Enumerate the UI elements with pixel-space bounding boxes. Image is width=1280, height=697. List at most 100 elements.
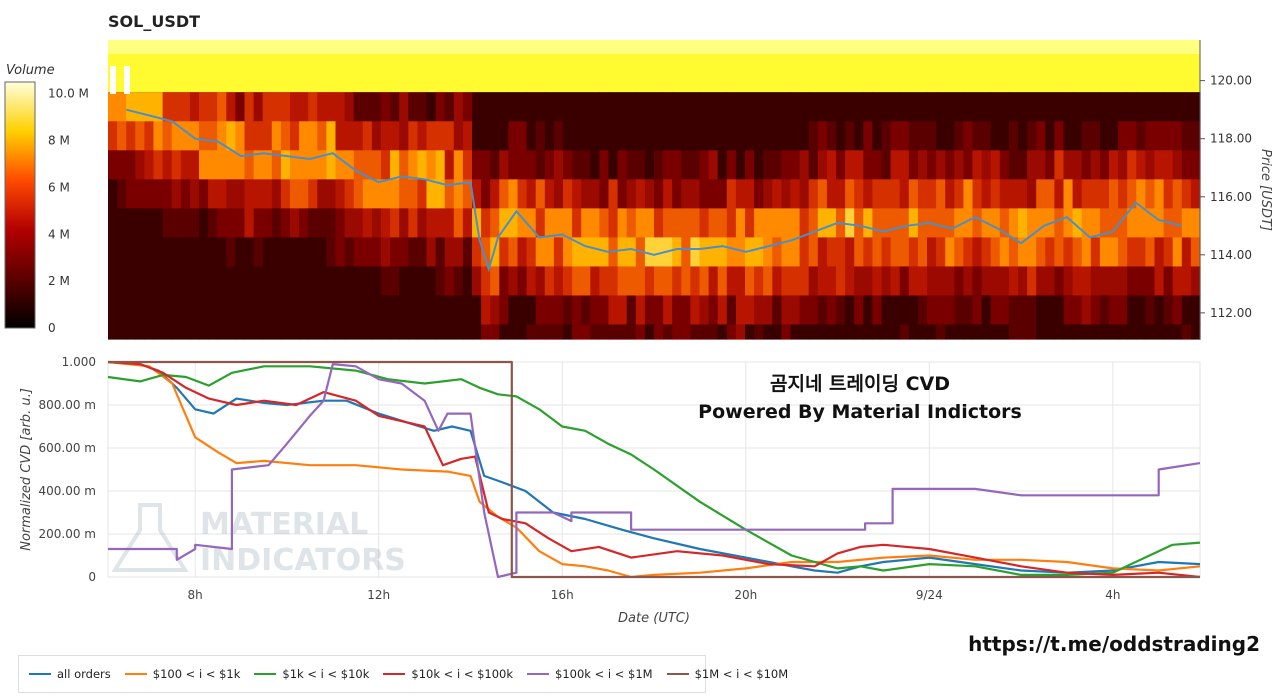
heatmap-cell bbox=[836, 324, 846, 340]
heatmap-cell bbox=[917, 92, 928, 122]
heatmap-cell bbox=[126, 237, 136, 268]
heatmap-cell bbox=[581, 150, 591, 180]
heatmap-cell bbox=[153, 208, 164, 238]
heatmap-cell bbox=[799, 92, 810, 122]
heatmap-cell bbox=[945, 208, 955, 238]
heatmap-cell bbox=[244, 295, 255, 326]
heatmap-cell bbox=[863, 295, 873, 326]
heatmap-cell bbox=[854, 237, 864, 268]
legend-item[interactable]: all orders bbox=[29, 667, 111, 681]
heatmap-cell bbox=[453, 179, 464, 209]
heatmap-cell bbox=[280, 324, 291, 340]
heatmap-cell bbox=[1063, 324, 1074, 340]
heatmap-cell bbox=[917, 150, 928, 180]
heatmap-cell bbox=[717, 92, 728, 122]
heatmap-cell bbox=[726, 92, 737, 122]
heatmap-cell bbox=[517, 121, 528, 151]
heatmap-cell bbox=[535, 295, 546, 326]
heatmap-cell bbox=[253, 121, 264, 151]
heatmap-cell bbox=[954, 150, 964, 180]
heatmap-cell bbox=[1145, 266, 1156, 297]
heatmap-cell bbox=[544, 179, 555, 209]
heatmap-cell bbox=[644, 150, 655, 180]
heatmap-cell bbox=[617, 208, 628, 238]
heatmap-cell bbox=[353, 92, 364, 122]
heatmap-cell bbox=[117, 92, 127, 122]
heatmap-cell bbox=[808, 92, 819, 122]
heatmap-cell bbox=[808, 150, 819, 180]
heatmap-cell bbox=[290, 121, 300, 151]
heatmap-cell bbox=[1027, 295, 1037, 326]
heatmap-cell bbox=[508, 150, 519, 180]
legend-item[interactable]: $1M < i < $10M bbox=[666, 667, 788, 681]
heatmap-cell bbox=[1145, 237, 1156, 268]
heatmap-cell bbox=[135, 266, 145, 297]
heatmap-cell bbox=[981, 92, 992, 122]
heatmap-cell bbox=[1072, 295, 1083, 326]
heatmap-cell bbox=[836, 150, 846, 180]
heatmap-cell bbox=[472, 150, 482, 180]
heatmap-cell bbox=[1172, 121, 1183, 151]
heatmap-cell bbox=[371, 295, 382, 326]
heatmap-cell bbox=[599, 179, 610, 209]
heatmap-cell bbox=[999, 150, 1010, 180]
heatmap-cell bbox=[517, 150, 528, 180]
heatmap-cell bbox=[317, 237, 327, 268]
heatmap-cell bbox=[617, 150, 628, 180]
heatmap-cell bbox=[763, 266, 773, 297]
heatmap-cell bbox=[553, 237, 564, 268]
heatmap-cell bbox=[217, 121, 227, 151]
heatmap-cell bbox=[280, 208, 291, 238]
legend-item[interactable]: $100 < i < $1k bbox=[124, 667, 240, 681]
heatmap-cell bbox=[845, 266, 855, 297]
heatmap-cell bbox=[863, 208, 873, 238]
heatmap-cell bbox=[881, 179, 892, 209]
price-axis-label: Price [USDT] bbox=[1258, 149, 1273, 231]
heatmap-cell bbox=[708, 237, 719, 268]
heatmap-cell bbox=[1036, 121, 1046, 151]
legend-item[interactable]: $100k < i < $1M bbox=[527, 667, 653, 681]
heatmap-cell bbox=[235, 150, 246, 180]
heatmap-cell bbox=[899, 121, 910, 151]
heatmap-cell bbox=[617, 92, 628, 122]
heatmap-cell bbox=[663, 150, 673, 180]
heatmap-cell bbox=[917, 324, 928, 340]
heatmap-cell bbox=[326, 121, 337, 151]
heatmap-cell bbox=[1154, 92, 1165, 122]
heatmap-cell bbox=[390, 208, 400, 238]
legend-item[interactable]: $10k < i < $100k bbox=[383, 667, 513, 681]
price-tick-label: 116.00 bbox=[1210, 190, 1252, 204]
heatmap-cell bbox=[1045, 92, 1055, 122]
heatmap-cell bbox=[817, 266, 828, 297]
heatmap-cell bbox=[1008, 179, 1019, 209]
overlay-title: 곰지네 트레이딩 CVD Powered By Material Indicto… bbox=[560, 370, 1160, 426]
heatmap-cell bbox=[1018, 179, 1028, 209]
heatmap-cell bbox=[117, 208, 127, 238]
heatmap-cell bbox=[572, 295, 582, 326]
heatmap-cell bbox=[481, 208, 491, 238]
heatmap-cell bbox=[526, 295, 537, 326]
heatmap-cell bbox=[699, 150, 710, 180]
price-line bbox=[126, 108, 1182, 273]
heatmap-cell bbox=[872, 237, 883, 268]
heatmap-cell bbox=[1136, 121, 1146, 151]
heatmap-cell bbox=[171, 150, 182, 180]
heatmap-cell bbox=[1109, 324, 1119, 340]
heatmap-cell bbox=[681, 237, 691, 268]
heatmap-cell bbox=[453, 208, 464, 238]
heatmap-cell bbox=[253, 179, 264, 209]
heatmap-cell bbox=[417, 324, 428, 340]
heatmap-cell bbox=[1099, 237, 1110, 268]
legend-item[interactable]: $1k < i < $10k bbox=[254, 667, 369, 681]
heatmap-cell bbox=[745, 121, 755, 151]
heatmap-cell bbox=[1190, 266, 1201, 297]
heatmap-cell bbox=[563, 92, 573, 122]
heatmap-cell bbox=[745, 179, 755, 209]
heatmap-cell bbox=[262, 150, 273, 180]
heatmap-cell bbox=[563, 237, 573, 268]
heatmap-cell bbox=[1027, 150, 1037, 180]
heatmap-cell bbox=[453, 121, 464, 151]
heatmap-cell bbox=[1118, 92, 1128, 122]
heatmap-cell bbox=[1072, 121, 1083, 151]
channel-url[interactable]: https://t.me/oddstrading2 bbox=[968, 632, 1260, 656]
